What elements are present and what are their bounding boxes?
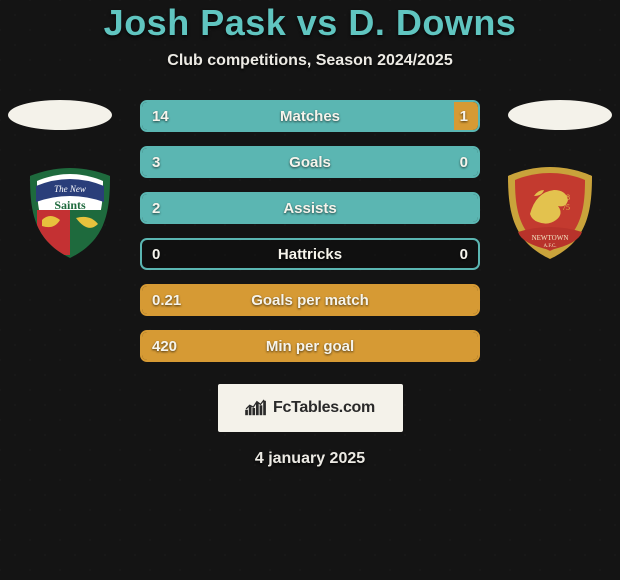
badge-right-year-a: 18 bbox=[562, 193, 570, 202]
shield-icon: 18 75 NEWTOWN A.F.C. bbox=[500, 162, 600, 262]
badge-right-year-b: 75 bbox=[562, 203, 570, 212]
stat-value-left: 2 bbox=[152, 200, 160, 217]
bar-chart-icon bbox=[245, 399, 267, 417]
badge-left-banner-text: The New bbox=[54, 184, 86, 194]
shield-icon: The New Saints bbox=[20, 162, 120, 262]
badge-right-ribbon-sub: A.F.C. bbox=[543, 244, 556, 249]
stat-value-right: 1 bbox=[460, 108, 468, 125]
stat-label: Goals bbox=[289, 154, 331, 171]
stat-value-left: 3 bbox=[152, 154, 160, 171]
stat-label: Min per goal bbox=[266, 338, 354, 355]
stat-bar: 0 Hattricks 0 bbox=[140, 238, 480, 270]
stat-value-left: 14 bbox=[152, 108, 169, 125]
player-photo-left bbox=[8, 100, 112, 130]
stat-bar: 14 Matches 1 bbox=[140, 100, 480, 132]
stats-list: 14 Matches 1 3 Goals 0 2 Assists 0 Hattricks 0 0.21… bbox=[140, 100, 480, 362]
comparison-content: The New Saints 18 75 NEWTOWN A.F.C. 14 Ma… bbox=[0, 100, 620, 468]
page-title: Josh Pask vs D. Downs bbox=[0, 2, 620, 44]
badge-left-name-text: Saints bbox=[54, 198, 86, 212]
stat-label: Hattricks bbox=[278, 246, 342, 263]
club-badge-left: The New Saints bbox=[20, 162, 120, 262]
stat-value-left: 420 bbox=[152, 338, 177, 355]
stat-value-right: 0 bbox=[460, 246, 468, 263]
stat-value-left: 0.21 bbox=[152, 292, 181, 309]
stat-label: Assists bbox=[283, 200, 336, 217]
snapshot-date: 4 january 2025 bbox=[0, 450, 620, 468]
site-logo[interactable]: FcTables.com bbox=[218, 384, 403, 432]
player-photo-right bbox=[508, 100, 612, 130]
page-subtitle: Club competitions, Season 2024/2025 bbox=[0, 52, 620, 70]
stat-value-left: 0 bbox=[152, 246, 160, 263]
stat-label: Matches bbox=[280, 108, 340, 125]
stat-label: Goals per match bbox=[251, 292, 369, 309]
club-badge-right: 18 75 NEWTOWN A.F.C. bbox=[500, 162, 600, 262]
stat-bar: 0.21 Goals per match bbox=[140, 284, 480, 316]
site-logo-text: FcTables.com bbox=[273, 399, 375, 417]
stat-bar: 3 Goals 0 bbox=[140, 146, 480, 178]
stat-bar: 420 Min per goal bbox=[140, 330, 480, 362]
stat-value-right: 0 bbox=[460, 154, 468, 171]
badge-right-ribbon-text: NEWTOWN bbox=[532, 234, 569, 242]
stat-bar: 2 Assists bbox=[140, 192, 480, 224]
